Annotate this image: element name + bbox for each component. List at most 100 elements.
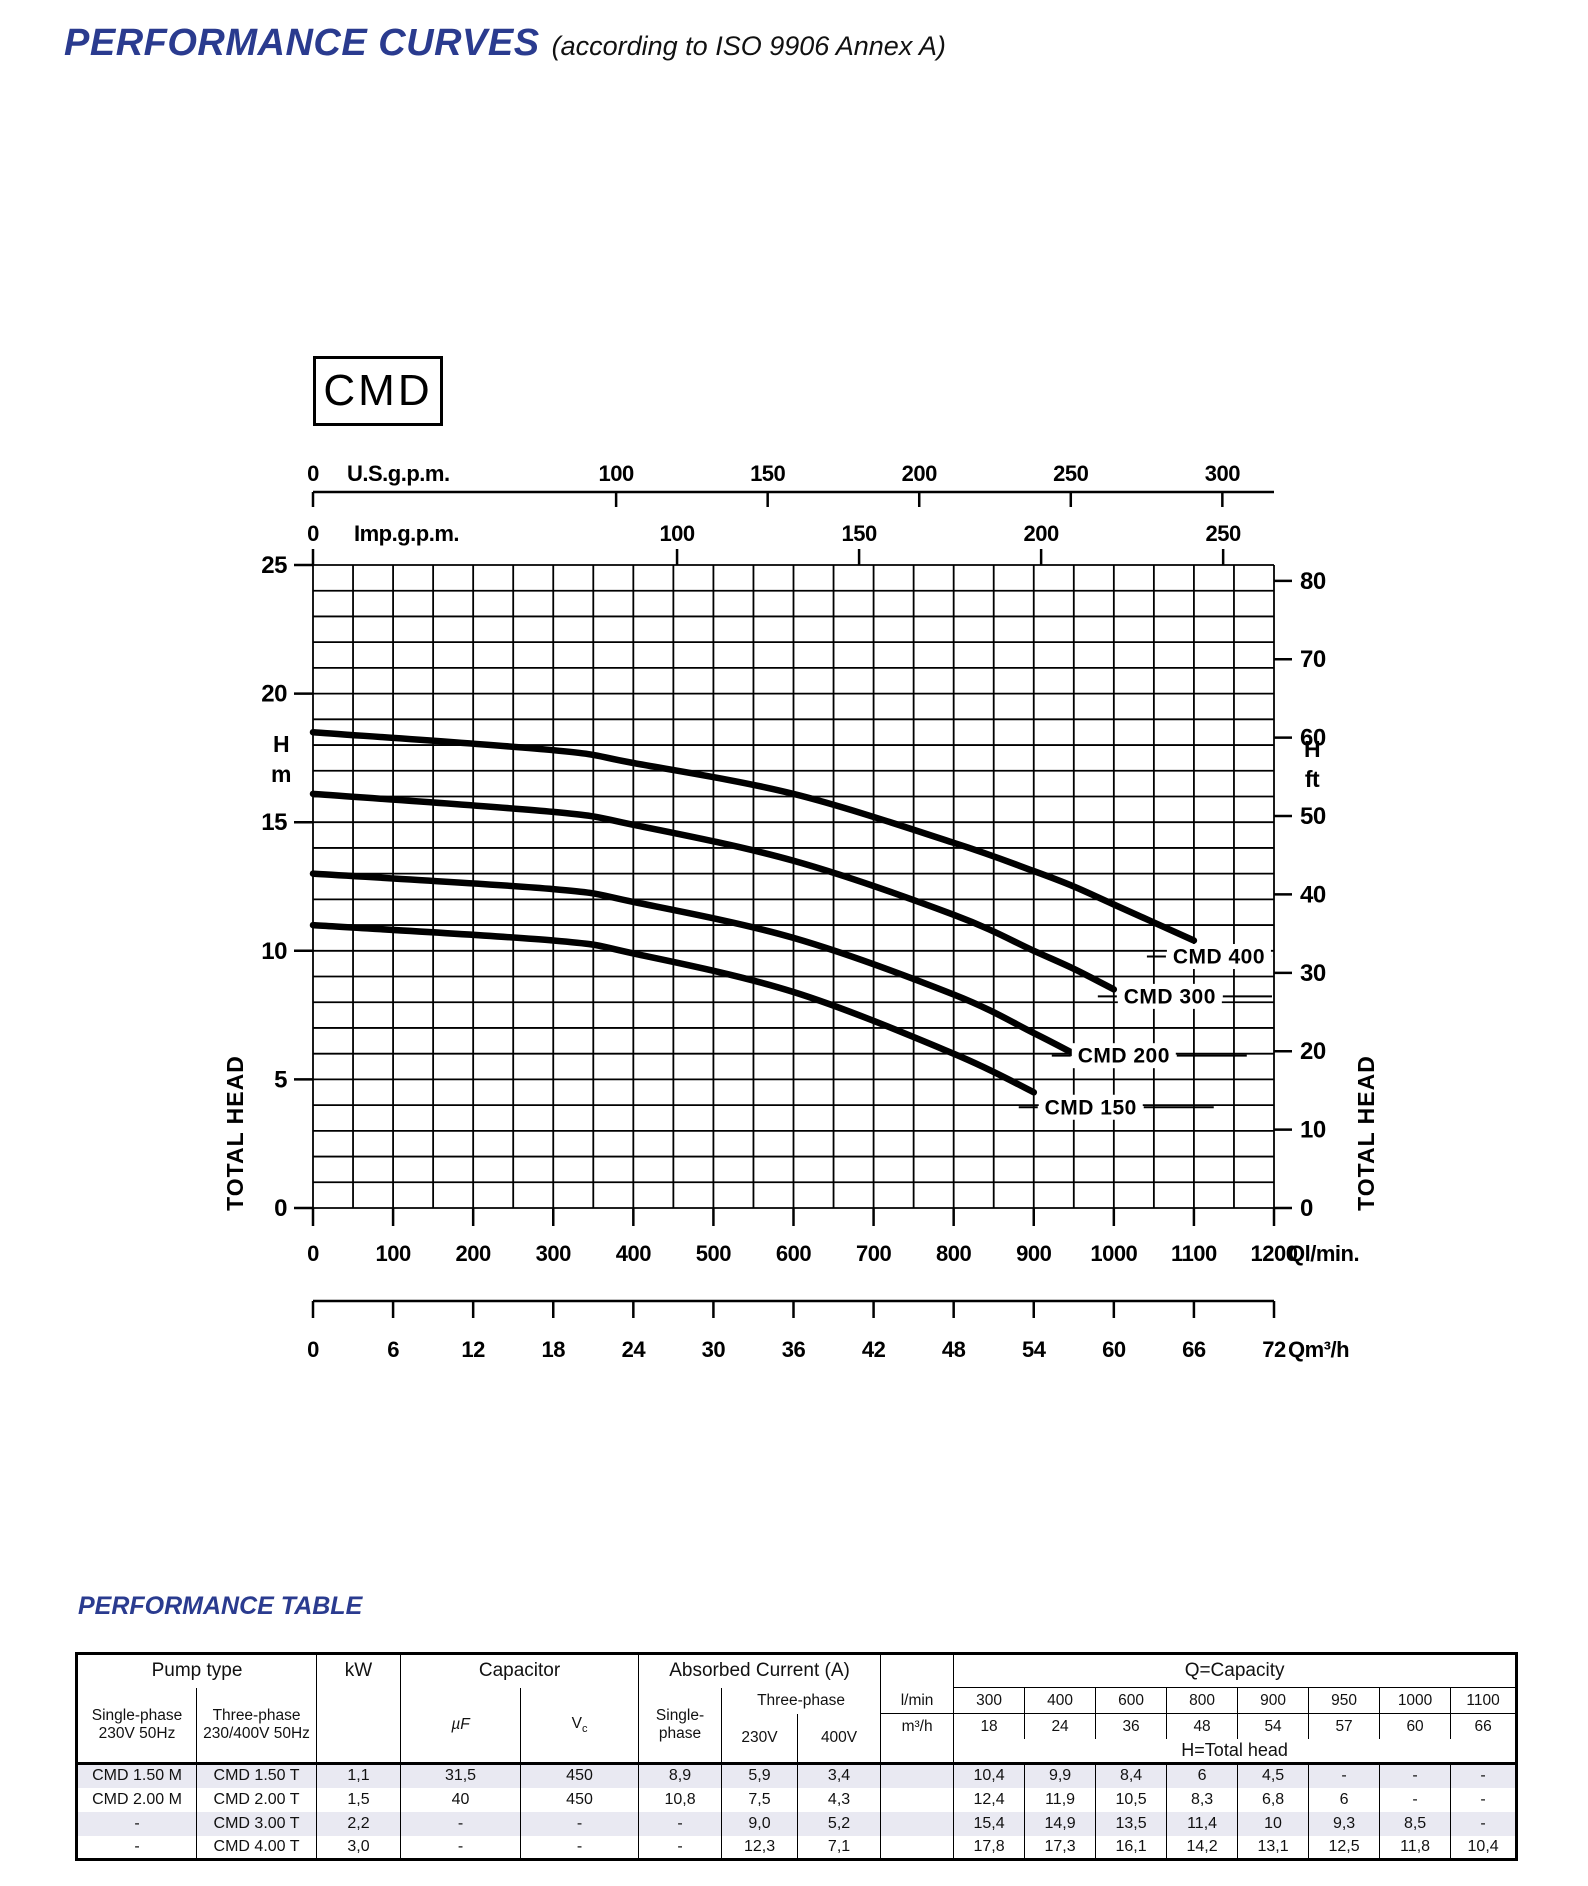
current-400v-cell: 3,4: [797, 1763, 882, 1788]
single-phase-header: Single-phase 230V 50Hz: [76, 1687, 197, 1764]
impgpm-tick-label: 100: [659, 521, 694, 546]
curve-label-cmd-400: CMD 400: [1173, 946, 1265, 969]
head-value-cell: -: [1450, 1763, 1518, 1788]
head-value-cell: 14,9: [1024, 1811, 1097, 1836]
q-lmin-950: 950: [1308, 1687, 1381, 1714]
m3h-tick-label: 72: [1262, 1337, 1286, 1362]
kw-cell: 1,5: [316, 1787, 402, 1812]
impgpm-tick-label: 0: [307, 521, 319, 546]
capacitor-uf-header: µF: [400, 1687, 522, 1764]
absorbed-current-header: Absorbed Current (A): [638, 1653, 882, 1688]
kw-column-spacer: [316, 1687, 402, 1764]
page-title: PERFORMANCE CURVES (according to ISO 9906…: [64, 22, 946, 65]
single-phase-line2: 230V 50Hz: [98, 1724, 176, 1742]
current-single-cell: 10,8: [638, 1787, 723, 1812]
curve-label-cmd-300: CMD 300: [1124, 985, 1216, 1008]
m3h-tick-label: 54: [1022, 1337, 1047, 1362]
unit-spacer-cell: [880, 1811, 955, 1836]
total-head-right-label: TOTAL HEAD: [1353, 1055, 1379, 1211]
head-value-cell: -: [1308, 1763, 1381, 1788]
head-m-tick-label: 5: [274, 1066, 287, 1093]
capacitor-vc-cell: 450: [520, 1787, 640, 1812]
head-value-cell: 6: [1308, 1787, 1381, 1812]
usgpm-tick-label: 200: [902, 461, 937, 486]
capacitor-vc-header: Vc: [520, 1687, 640, 1764]
table-body: CMD 1.50 M CMD 1.50 T 1,1 31,5 450 8,9 5,9 3,4 1…: [76, 1763, 1518, 1860]
curve-cmd-150: [309, 921, 1038, 1096]
head-m-unit-label: m: [271, 761, 291, 787]
pump-single-cell: -: [76, 1835, 197, 1860]
current-single-cell: -: [638, 1835, 723, 1860]
model-box: CMD: [313, 356, 443, 426]
head-m-tick-label: 10: [261, 938, 287, 965]
head-ft-tick-label: 40: [1300, 881, 1326, 908]
lmin-tick-label: 0: [307, 1241, 319, 1266]
page-title-suffix: (according to ISO 9906 Annex A): [551, 31, 946, 61]
capacitor-header: Capacitor: [400, 1653, 640, 1688]
current-single-cell: 8,9: [638, 1763, 723, 1788]
q-lmin-600: 600: [1095, 1687, 1168, 1714]
curve-cmd-200: [309, 870, 1078, 1057]
m3h-tick-label: 66: [1182, 1337, 1206, 1362]
ac-230v-header: 230V: [721, 1713, 799, 1764]
pump-single-cell: CMD 2.00 M: [76, 1787, 197, 1812]
performance-table: Pump type kW Capacitor Absorbed Current …: [75, 1652, 1519, 1861]
kw-cell: 1,1: [316, 1763, 402, 1788]
head-m-tick-label: 15: [261, 809, 287, 836]
head-value-cell: 16,1: [1095, 1835, 1168, 1860]
pump-three-cell: CMD 4.00 T: [195, 1835, 318, 1860]
m3h-tick-label: 12: [461, 1337, 485, 1362]
head-ft-tick-label: 60: [1300, 725, 1326, 752]
head-value-cell: 6,8: [1237, 1787, 1310, 1812]
m3h-tick-label: 0: [307, 1337, 319, 1362]
pump-type-header: Pump type: [75, 1653, 318, 1688]
q-lmin-400: 400: [1024, 1687, 1097, 1714]
table-row: CMD 2.00 M CMD 2.00 T 1,5 40 450 10,8 7,5 4,3 12…: [76, 1787, 1518, 1812]
head-value-cell: 11,4: [1166, 1811, 1239, 1836]
pump-three-cell: CMD 2.00 T: [195, 1787, 318, 1812]
head-value-cell: 12,4: [953, 1787, 1026, 1812]
head-ft-tick-label: 70: [1300, 646, 1326, 673]
q-m3h-54: 54: [1237, 1713, 1310, 1739]
page-title-main: PERFORMANCE CURVES: [64, 22, 540, 64]
usgpm-tick-label: 300: [1205, 461, 1240, 486]
head-value-cell: -: [1450, 1787, 1518, 1812]
lmin-tick-label: 1000: [1090, 1241, 1137, 1266]
current-single-cell: -: [638, 1811, 723, 1836]
pump-three-cell: CMD 1.50 T: [195, 1763, 318, 1788]
lmin-tick-label: 800: [936, 1241, 971, 1266]
capacitor-vc-cell: -: [520, 1811, 640, 1836]
table-header: Pump type kW Capacitor Absorbed Current …: [75, 1653, 1518, 1764]
m3h-tick-label: 48: [942, 1337, 966, 1362]
three-phase-header: Three-phase 230/400V 50Hz: [195, 1687, 318, 1764]
q-m3h-66: 66: [1450, 1713, 1518, 1739]
impgpm-tick-label: 200: [1024, 521, 1059, 546]
head-value-cell: -: [1379, 1763, 1452, 1788]
three-phase-line2: 230/400V 50Hz: [203, 1724, 310, 1742]
performance-table-title: PERFORMANCE TABLE: [78, 1592, 363, 1620]
capacitor-vc-cell: 450: [520, 1763, 640, 1788]
single-phase-line1: Single-phase: [91, 1707, 183, 1725]
head-value-cell: 6: [1166, 1763, 1239, 1788]
head-ft-unit-label: H: [1304, 736, 1320, 762]
lmin-tick-label: 600: [776, 1241, 811, 1266]
current-230v-cell: 5,9: [721, 1763, 799, 1788]
head-m-unit-label: H: [273, 731, 289, 757]
current-400v-cell: 7,1: [797, 1835, 882, 1860]
head-value-cell: 4,5: [1237, 1763, 1310, 1788]
pump-single-cell: -: [76, 1811, 197, 1836]
vc-v: V: [571, 1714, 582, 1732]
unit-lmin-header: l/min: [880, 1687, 955, 1714]
head-ft-tick-label: 10: [1300, 1117, 1326, 1144]
usgpm-tick-label: 0: [307, 461, 319, 486]
table-row: CMD 1.50 M CMD 1.50 T 1,1 31,5 450 8,9 5,9 3,4 1…: [76, 1763, 1518, 1788]
head-ft-tick-label: 0: [1300, 1195, 1313, 1222]
head-value-cell: 13,5: [1095, 1811, 1168, 1836]
head-value-cell: 17,8: [953, 1835, 1026, 1860]
q-m3h-60: 60: [1379, 1713, 1452, 1739]
curve-label-mask: [1038, 1094, 1143, 1120]
q-m3h-57: 57: [1308, 1713, 1381, 1739]
head-m-tick-label: 25: [261, 552, 287, 579]
head-ft-tick-label: 20: [1300, 1038, 1326, 1065]
q-lmin-300: 300: [953, 1687, 1026, 1714]
